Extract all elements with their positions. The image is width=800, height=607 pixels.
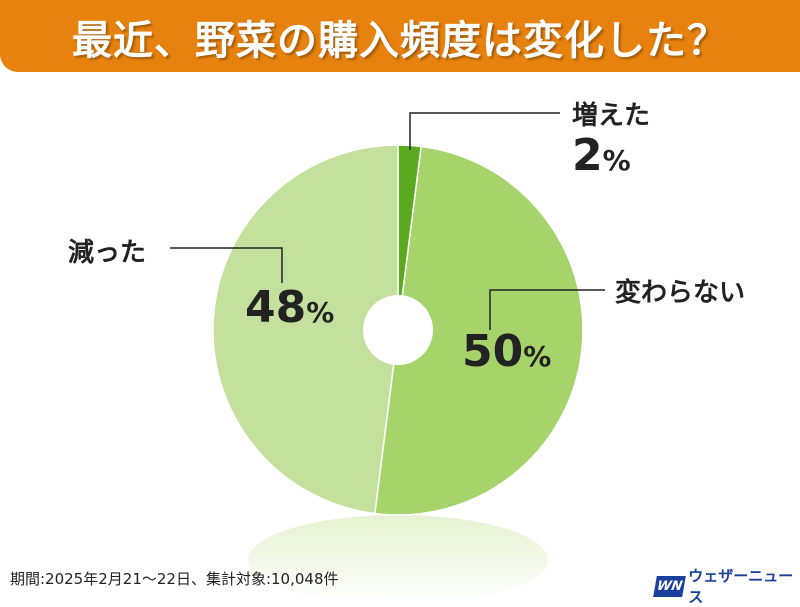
logo-text: ウェザーニュース [688,567,794,606]
value-unit: % [523,340,552,373]
weathernews-logo: WN ウェザーニュース [653,565,800,607]
logo-mark: WN [653,575,687,597]
leader-line-increased [409,112,560,150]
value-number: 2 [572,130,603,181]
label-same: 変わらない [615,278,746,308]
value-number: 48 [245,282,307,333]
value-increased: 2% [572,130,631,181]
value-unit: % [602,144,631,177]
donut-hole [363,295,433,365]
pie-reflection [248,515,548,600]
label-decreased: 減った [68,238,147,268]
title-banner: 最近、野菜の購入頻度は変化した？ [0,0,800,72]
value-number: 50 [462,326,524,377]
value-decreased: 48% [245,282,334,333]
chart-title: 最近、野菜の購入頻度は変化した？ [72,18,728,64]
value-unit: % [306,296,335,329]
slice-same [373,145,584,516]
leader-line-same [489,289,605,330]
leader-line-decreased [170,247,283,283]
survey-footnote: 期間:2025年2月21～22日、集計対象:10,048件 [10,570,339,588]
slice-decreased [212,144,399,515]
value-same: 50% [462,326,551,377]
label-increased: 増えた [572,101,651,131]
